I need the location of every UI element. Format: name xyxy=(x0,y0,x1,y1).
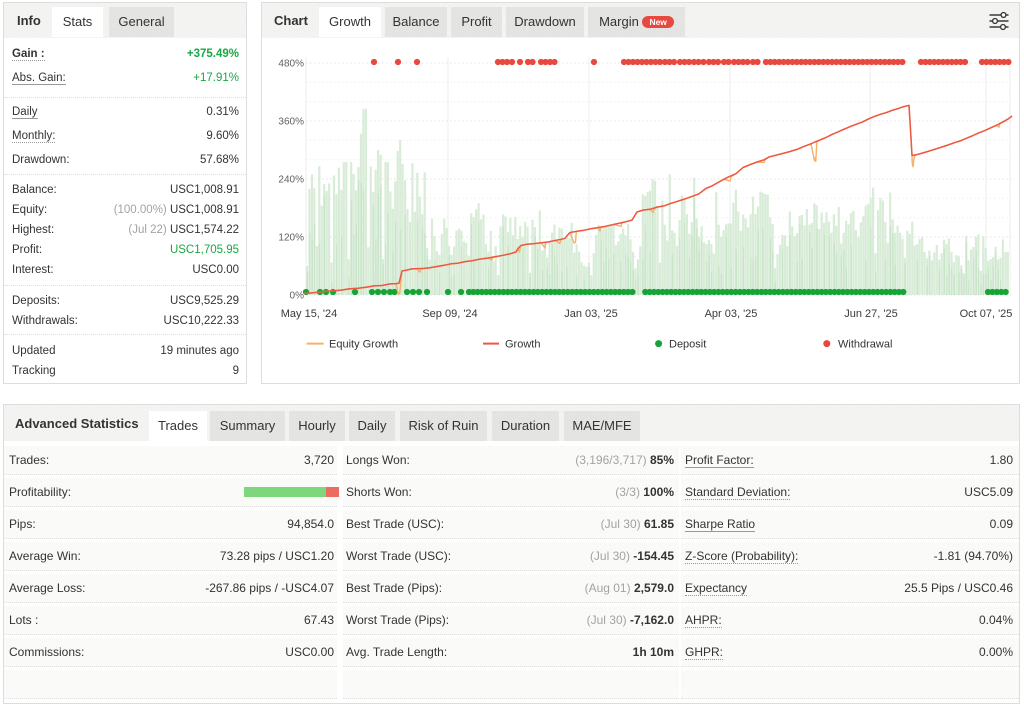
svg-text:May 15, '24: May 15, '24 xyxy=(281,308,338,320)
svg-text:240%: 240% xyxy=(278,175,304,186)
svg-text:Equity Growth: Equity Growth xyxy=(329,339,398,351)
svg-text:Growth: Growth xyxy=(505,339,540,351)
svg-text:480%: 480% xyxy=(278,59,304,70)
svg-text:360%: 360% xyxy=(278,117,304,128)
svg-text:120%: 120% xyxy=(278,233,304,244)
svg-text:Sep 09, '24: Sep 09, '24 xyxy=(422,308,477,320)
svg-text:Withdrawal: Withdrawal xyxy=(838,339,892,351)
svg-text:Jun 27, '25: Jun 27, '25 xyxy=(844,308,897,320)
svg-text:0%: 0% xyxy=(290,291,305,302)
svg-text:Jan 03, '25: Jan 03, '25 xyxy=(564,308,617,320)
svg-text:Deposit: Deposit xyxy=(669,339,706,351)
svg-text:Apr 03, '25: Apr 03, '25 xyxy=(705,308,758,320)
svg-text:Oct 07, '25: Oct 07, '25 xyxy=(960,308,1013,320)
